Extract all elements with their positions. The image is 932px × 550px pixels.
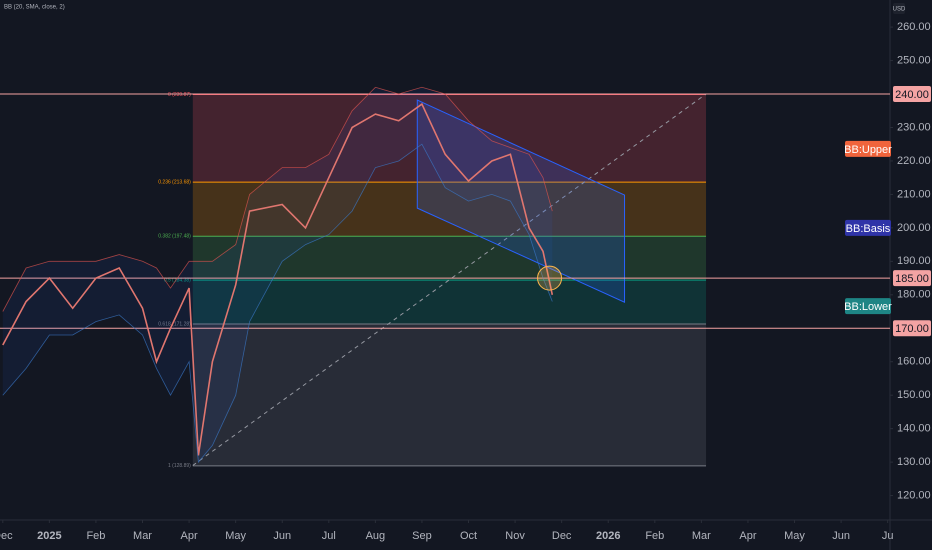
x-tick-label: Mar <box>692 530 711 542</box>
x-tick-label: Dec <box>0 530 13 542</box>
bb-tag-label: BB:Lower <box>844 301 892 313</box>
x-tick-label: Mar <box>133 530 152 542</box>
bb-line <box>2 143 553 464</box>
fib-label: 0.5 (184.38) <box>164 277 191 283</box>
x-tick-label: 2025 <box>37 530 61 542</box>
bb-fill <box>2 87 553 463</box>
x-tick-label: 2026 <box>596 530 620 542</box>
bb-tag-label: BB:Upper <box>844 144 892 156</box>
x-tick-label: Aug <box>366 530 386 542</box>
y-tick-label: 230.00 <box>897 121 931 133</box>
fib-zone <box>192 236 707 281</box>
currency: USD <box>893 7 906 13</box>
trend-line <box>192 93 707 466</box>
x-tick-label: Oct <box>460 530 477 542</box>
x-tick-label: Apr <box>181 530 198 542</box>
bb-line <box>2 86 553 312</box>
price-tag-label: 170.00 <box>895 323 929 335</box>
price-tag <box>893 270 931 287</box>
bb-tag <box>845 140 891 157</box>
x-tick-label: May <box>225 530 246 542</box>
x-tick-label: Nov <box>505 530 525 542</box>
bb-tag <box>845 298 891 315</box>
fib-zone <box>192 94 707 183</box>
x-tick-label: Ju <box>882 530 894 542</box>
y-tick-label: 190.00 <box>897 255 931 267</box>
fib-label: 0.382 (197.48) <box>158 234 191 240</box>
y-tick-label: 210.00 <box>897 188 931 200</box>
price-tag-label: 240.00 <box>895 89 929 101</box>
y-tick-label: 220.00 <box>897 155 931 167</box>
highlight-circle <box>537 265 563 291</box>
currency-box <box>893 3 905 14</box>
price-tag-label: 185.00 <box>895 273 929 285</box>
y-tick-label: 140.00 <box>897 423 931 435</box>
x-tick-label: Jun <box>273 530 291 542</box>
x-tick-label: May <box>784 530 805 542</box>
fib-label: 0.618 (171.28) <box>158 321 191 327</box>
x-tick-label: Sep <box>412 530 432 542</box>
price-line <box>2 102 554 456</box>
y-tick-label: 130.00 <box>897 456 931 468</box>
price-tag <box>893 86 931 103</box>
x-tick-label: Feb <box>86 530 105 542</box>
y-tick-label: 250.00 <box>897 54 931 66</box>
channel <box>416 99 626 303</box>
y-tick-label: 260.00 <box>897 21 931 33</box>
x-tick-label: Dec <box>552 530 572 542</box>
bb-tag-label: BB:Basis <box>846 223 891 235</box>
fib-label: 0 (239.87) <box>168 92 191 98</box>
fib-zone <box>192 182 707 237</box>
fib-zone <box>192 323 707 466</box>
y-tick-label: 120.00 <box>897 489 931 501</box>
x-tick-label: Jun <box>832 530 850 542</box>
y-tick-label: 160.00 <box>897 356 931 368</box>
fib-label: 0.236 (213.68) <box>158 179 191 185</box>
y-tick-label: 180.00 <box>897 289 931 301</box>
y-tick-label: 200.00 <box>897 222 931 234</box>
x-tick-label: Jul <box>322 530 336 542</box>
fib-zone <box>192 280 707 324</box>
bb-tag <box>845 219 891 236</box>
x-tick-label: Feb <box>645 530 664 542</box>
y-tick-label: 150.00 <box>897 389 931 401</box>
fib-label: 1 (128.89) <box>168 463 191 469</box>
indicator-legend: BB (20, SMA, close, 2) <box>4 5 65 11</box>
price-tag <box>893 320 931 337</box>
x-tick-label: Apr <box>739 530 756 542</box>
